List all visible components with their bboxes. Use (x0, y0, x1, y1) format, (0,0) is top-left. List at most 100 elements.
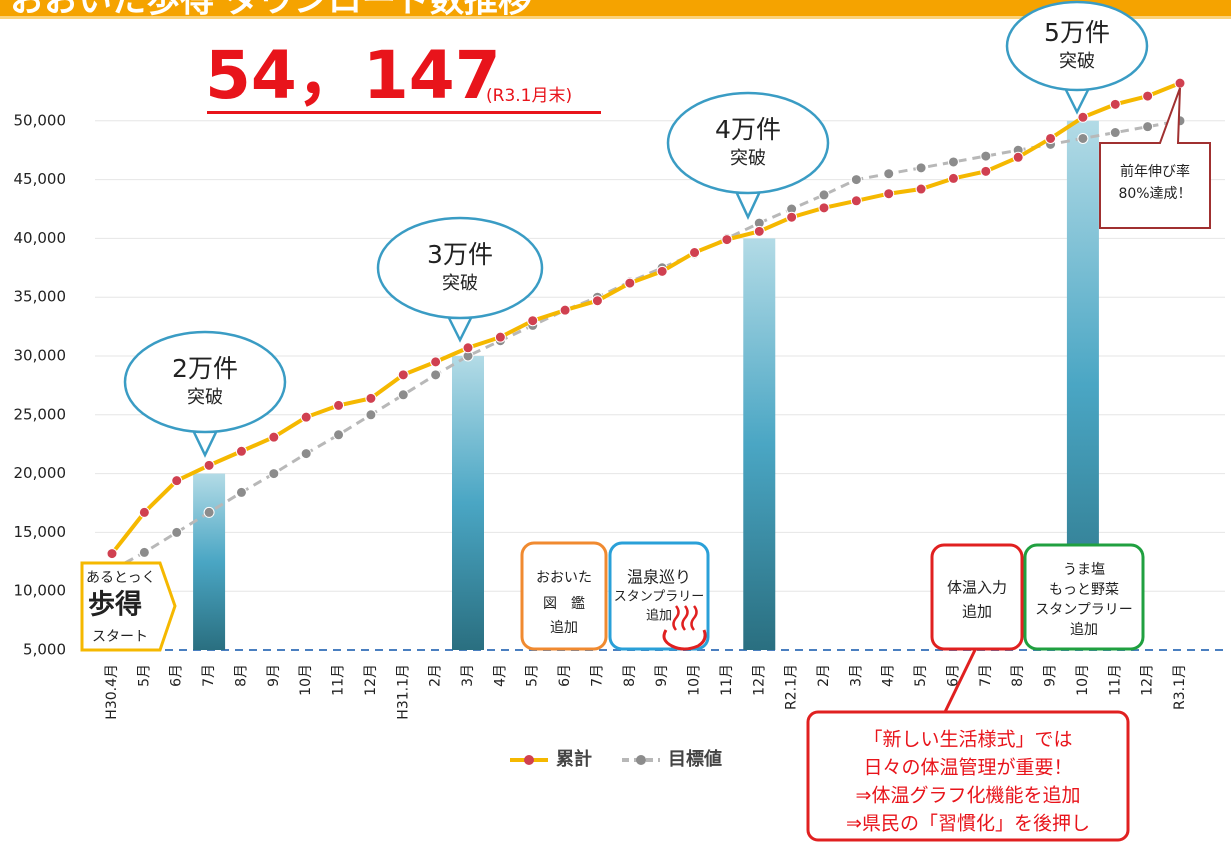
y-tick-label: 30,000 (14, 347, 67, 365)
x-tick-label: 12月 (363, 664, 379, 696)
series-marker (333, 429, 345, 441)
series-marker (850, 195, 862, 207)
bubble-sub: 突破 (1059, 51, 1095, 72)
x-tick-label: 6月 (557, 664, 573, 687)
y-tick-label: 25,000 (14, 405, 67, 423)
x-tick-label: 5月 (913, 664, 929, 687)
x-tick-label: R3.1月 (1172, 664, 1188, 710)
series-marker (397, 369, 409, 381)
series-marker (268, 468, 280, 480)
series-marker (1142, 90, 1154, 102)
x-tick-label: 12月 (1140, 664, 1156, 696)
explanation-text: 「新しい生活様式」では (863, 729, 1072, 751)
bubble-title: 3万件 (427, 240, 493, 269)
header-band (0, 0, 1231, 16)
x-tick-label: 7月 (201, 664, 217, 687)
start-line: あるとっく (86, 570, 156, 586)
x-tick-label: R2.1月 (784, 664, 800, 710)
x-tick-label: 6月 (169, 664, 185, 687)
feature-text: もっと野菜 (1049, 582, 1119, 598)
start-box (80, 561, 177, 652)
x-tick-label: 12月 (751, 664, 767, 696)
bubble-title: 5万件 (1044, 18, 1110, 47)
bubble-body (1005, 0, 1149, 92)
series-marker (333, 399, 345, 411)
start-line: 歩得 (88, 590, 142, 621)
bubble-tail-cover (448, 308, 472, 316)
achievement-text: 前年伸び率 (1120, 163, 1190, 180)
feature-text: スタンプラリー (1035, 602, 1133, 618)
series-marker (915, 162, 927, 174)
y-tick-label: 20,000 (14, 464, 67, 482)
series-marker (818, 202, 830, 214)
feature-text: 追加 (646, 608, 672, 624)
x-tick-label: 8月 (233, 664, 249, 687)
series-marker (1077, 111, 1089, 123)
onsen-icon (662, 629, 707, 651)
series-marker (1142, 121, 1154, 133)
series-marker (947, 172, 959, 184)
header-line (0, 16, 1231, 19)
series-marker (203, 506, 215, 518)
series-marker (689, 247, 701, 259)
series-marker (1174, 77, 1186, 89)
series-marker (462, 342, 474, 354)
series-marker (1077, 132, 1089, 144)
explanation-text: 日々の体温管理が重要！ (863, 757, 1072, 779)
x-tick-label: 2月 (816, 664, 832, 687)
x-tick-label: 6月 (945, 664, 961, 687)
y-tick-label: 5,000 (23, 641, 66, 659)
series-marker (980, 165, 992, 177)
start-line: スタート (92, 629, 148, 645)
x-tick-label: 10月 (1075, 664, 1091, 696)
feature-text: 体温入力 (947, 579, 1007, 597)
bubble-tail-cover (1065, 80, 1089, 88)
legend-marker (524, 755, 534, 765)
series-marker (786, 211, 798, 223)
series-marker (883, 188, 895, 200)
feature-text: スタンプラリー (614, 590, 705, 605)
explanation-pointer (943, 649, 977, 713)
series-marker (494, 331, 506, 343)
legend-marker (636, 755, 646, 765)
x-tick-label: H30.4月 (104, 664, 120, 720)
series-marker (624, 277, 636, 289)
bar (452, 356, 484, 650)
headline-underline (207, 111, 601, 114)
series-marker (138, 546, 150, 558)
explanation-text: ⇒体温グラフ化機能を追加 (856, 785, 1081, 807)
bubble-body (123, 330, 287, 434)
bar (743, 238, 776, 650)
x-tick-label: 3月 (460, 664, 476, 687)
x-tick-label: 9月 (654, 664, 670, 687)
bubble-sub: 突破 (442, 273, 478, 294)
bar (193, 473, 226, 650)
series-marker (883, 168, 895, 180)
x-tick-label: 9月 (266, 664, 282, 687)
x-tick-label: 4月 (492, 664, 508, 687)
series-marker (1045, 132, 1057, 144)
headline-note: (R3.1月末) (486, 86, 572, 106)
feature-text: うま塩 (1063, 562, 1105, 578)
series-marker (171, 526, 183, 538)
series-marker (203, 459, 215, 471)
series-marker (235, 486, 247, 498)
x-tick-label: 5月 (525, 664, 541, 687)
x-tick-label: 11月 (719, 664, 735, 696)
series-marker (235, 445, 247, 457)
x-tick-label: 9月 (1043, 664, 1059, 687)
series-marker (365, 409, 377, 421)
legend-label: 累計 (556, 748, 592, 770)
y-tick-label: 45,000 (14, 170, 67, 188)
x-tick-label: 10月 (298, 664, 314, 696)
feature-text: 追加 (550, 620, 578, 636)
series-marker (106, 548, 118, 560)
series-marker (397, 389, 409, 401)
series-marker (268, 431, 280, 443)
series-marker (947, 156, 959, 168)
legend-label: 目標値 (668, 748, 722, 770)
series-marker (430, 356, 442, 368)
